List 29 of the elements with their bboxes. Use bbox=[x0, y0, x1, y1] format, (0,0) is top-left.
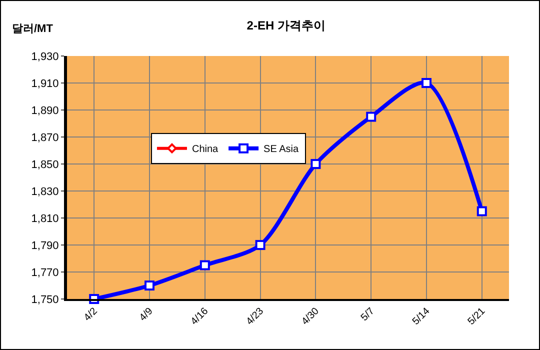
x-tick-label: 4/2 bbox=[82, 306, 100, 324]
x-tick-label: 5/21 bbox=[466, 306, 488, 328]
y-tick-label: 1,910 bbox=[31, 78, 59, 90]
y-tick-label: 1,890 bbox=[31, 104, 59, 117]
y-axis-title: 달러/MT bbox=[12, 23, 54, 35]
point bbox=[255, 240, 266, 250]
y-tick-label: 1,930 bbox=[31, 50, 59, 63]
x-tick-label: 4/30 bbox=[300, 306, 322, 328]
x-tick-label: 4/23 bbox=[244, 306, 266, 328]
y-tick-label: 1,810 bbox=[31, 212, 59, 225]
y-tick-label: 1,750 bbox=[31, 294, 59, 306]
chart-title: 2-EH 가격추이 bbox=[246, 18, 326, 33]
y-tick-label: 1,770 bbox=[31, 266, 59, 279]
x-tick-label: 4/9 bbox=[138, 306, 156, 324]
legend-label: SE Asia bbox=[264, 144, 300, 156]
x-tick-label: 5/14 bbox=[410, 306, 432, 328]
point bbox=[422, 78, 432, 88]
point bbox=[310, 159, 321, 169]
point bbox=[144, 280, 154, 290]
x-tick-label: 4/16 bbox=[189, 306, 211, 328]
y-tick-label: 1,830 bbox=[31, 186, 59, 198]
point bbox=[366, 112, 376, 122]
legend-label: China bbox=[192, 144, 219, 156]
y-tick-label: 1,850 bbox=[31, 158, 59, 171]
point bbox=[200, 260, 210, 270]
point bbox=[476, 206, 487, 216]
y-tick-label: 1,870 bbox=[31, 132, 59, 144]
y-tick-label: 1,790 bbox=[31, 240, 59, 252]
x-tick-label: 5/7 bbox=[359, 306, 378, 324]
